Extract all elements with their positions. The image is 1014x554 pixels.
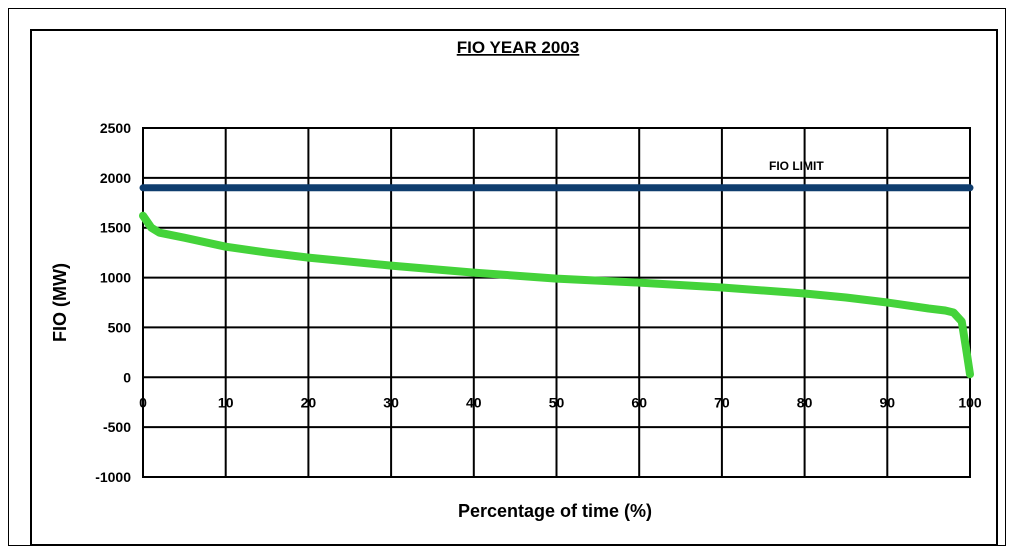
y-tick-2000: 2000 [100,170,131,186]
y-tick-labels: 2500 2000 1500 1000 500 0 -500 -1000 [95,120,131,485]
x-tick-60: 60 [631,394,647,410]
x-tick-100: 100 [958,394,982,410]
y-tick-1500: 1500 [100,220,131,236]
x-tick-0: 0 [139,394,147,410]
y-tick--1000: -1000 [95,469,131,485]
y-axis-label: FIO (MW) [50,263,70,342]
y-tick--500: -500 [103,419,131,435]
x-tick-10: 10 [218,394,234,410]
x-tick-40: 40 [466,394,482,410]
y-tick-2500: 2500 [100,120,131,136]
y-tick-500: 500 [108,319,132,335]
x-tick-90: 90 [880,394,896,410]
x-tick-80: 80 [797,394,813,410]
x-axis-label: Percentage of time (%) [458,501,652,521]
gridlines [143,128,970,477]
x-tick-labels: 0 10 20 30 40 50 60 70 80 90 100 [139,394,982,410]
x-tick-30: 30 [383,394,399,410]
x-tick-70: 70 [714,394,730,410]
x-tick-20: 20 [301,394,317,410]
y-tick-0: 0 [123,369,131,385]
chart-title: FIO YEAR 2003 [457,38,580,57]
y-tick-1000: 1000 [100,270,131,286]
x-tick-50: 50 [549,394,565,410]
fio-limit-annotation: FIO LIMIT [769,159,824,173]
